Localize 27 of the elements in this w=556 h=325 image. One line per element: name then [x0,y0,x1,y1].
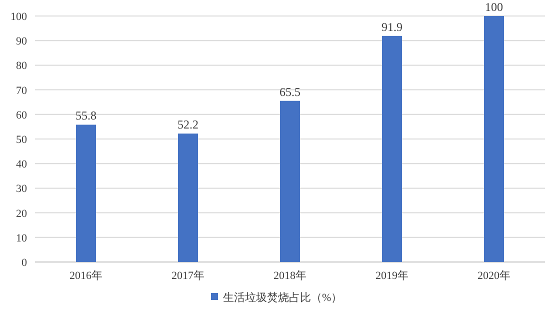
x-tick-label: 2020年 [478,270,510,282]
y-tick-label: 0 [22,257,28,269]
y-tick-label: 100 [10,11,28,23]
y-tick-label: 80 [16,60,28,72]
bar [280,100,300,262]
y-tick-label: 40 [16,158,28,171]
data-label: 52.2 [178,118,198,132]
x-tick-label: 2019年 [376,270,408,282]
data-label: 91.9 [382,20,402,34]
bar [382,36,402,262]
bar [484,16,504,262]
x-tick-label: 2018年 [274,270,306,282]
x-tick-label: 2017年 [172,270,204,282]
data-label: 55.8 [76,108,96,123]
y-tick-label: 50 [16,134,28,146]
data-label: 100 [485,0,503,14]
y-tick-label: 70 [16,84,28,97]
y-tick-label: 20 [16,208,28,220]
bar [178,134,198,262]
x-tick-label: 2016年 [70,270,102,282]
y-tick-label: 90 [16,36,28,48]
y-tick-label: 10 [16,232,28,244]
legend-label: 生活垃圾焚烧占比（%） [223,291,342,304]
y-tick-label: 30 [16,183,28,196]
data-label: 65.5 [280,84,300,99]
bar [76,124,96,262]
y-tick-label: 60 [16,109,28,122]
